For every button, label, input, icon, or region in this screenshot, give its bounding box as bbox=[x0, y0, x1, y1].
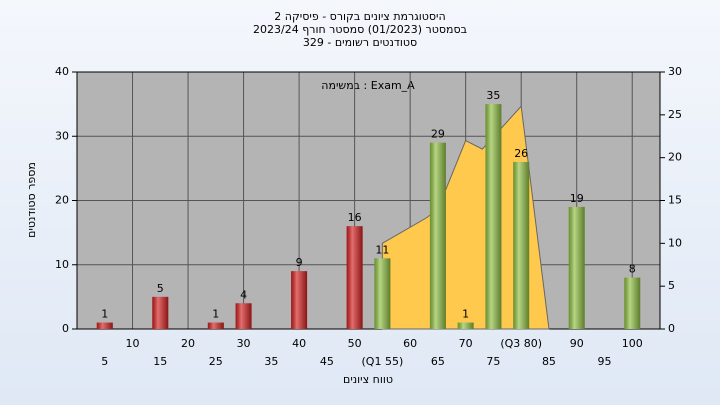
value-label: 29 bbox=[431, 128, 445, 141]
value-label: 16 bbox=[348, 211, 362, 224]
value-label: 1 bbox=[101, 308, 108, 321]
x-tick-label: 5 bbox=[101, 355, 108, 368]
bar-shade bbox=[152, 296, 169, 329]
value-label: 5 bbox=[157, 282, 164, 295]
bar-shade bbox=[429, 142, 446, 329]
x-tick-label: (Q1 55) bbox=[362, 355, 404, 368]
y2-tick-label: 25 bbox=[668, 108, 682, 121]
value-label: 26 bbox=[514, 147, 528, 160]
bar-shade bbox=[96, 322, 113, 329]
y-tick-label: 30 bbox=[55, 129, 69, 142]
bar-shade bbox=[235, 303, 252, 329]
bar-shade bbox=[291, 271, 308, 329]
bar-shade bbox=[624, 277, 641, 329]
y-axis-label: מספר סטודנטים bbox=[25, 162, 38, 238]
x-tick-label: 30 bbox=[237, 337, 251, 350]
x-tick-label: 35 bbox=[264, 355, 278, 368]
x-tick-label: 85 bbox=[542, 355, 556, 368]
y-tick-label: 40 bbox=[55, 65, 69, 78]
y2-tick-label: 0 bbox=[668, 322, 675, 335]
y2-tick-label: 20 bbox=[668, 151, 682, 164]
bar-shade bbox=[568, 206, 585, 329]
area bbox=[381, 105, 550, 330]
bar-shade bbox=[485, 104, 502, 329]
plot-border bbox=[76, 71, 661, 330]
x-axis-label: טווח ציונים bbox=[343, 373, 393, 386]
x-tick-label: 100 bbox=[622, 337, 643, 350]
bar-shade bbox=[513, 161, 530, 329]
bar-shade bbox=[457, 322, 474, 329]
value-label: 11 bbox=[375, 243, 389, 256]
x-tick-label: 15 bbox=[153, 355, 167, 368]
bar-shade bbox=[374, 258, 391, 329]
value-label: 1 bbox=[462, 308, 469, 321]
value-label: 19 bbox=[570, 192, 584, 205]
value-label: 8 bbox=[629, 263, 636, 276]
chart-subtitle: בסמסטר (01/2023) סמסטר חורף 2023/24 bbox=[253, 23, 467, 36]
x-tick-label: 25 bbox=[209, 355, 223, 368]
x-tick-label: 95 bbox=[597, 355, 611, 368]
x-tick-label: 65 bbox=[431, 355, 445, 368]
bar-shade bbox=[346, 226, 363, 329]
x-tick-label: 90 bbox=[570, 337, 584, 350]
x-tick-label: (Q3 80) bbox=[500, 337, 542, 350]
chart-title: היסטוגרמת ציונים בקורס - פיסיקה 2 bbox=[274, 10, 445, 23]
value-label: 35 bbox=[486, 89, 500, 102]
value-label: 9 bbox=[296, 256, 303, 269]
y-tick-label: 20 bbox=[55, 194, 69, 207]
x-tick-label: 45 bbox=[320, 355, 334, 368]
y2-tick-label: 10 bbox=[668, 236, 682, 249]
y2-tick-label: 5 bbox=[668, 279, 675, 292]
x-tick-label: 20 bbox=[181, 337, 195, 350]
value-label: 1 bbox=[212, 308, 219, 321]
annotation: במשימה : Exam_A bbox=[321, 79, 415, 92]
x-tick-label: 70 bbox=[459, 337, 473, 350]
x-tick-label: 75 bbox=[486, 355, 500, 368]
x-tick-label: 60 bbox=[403, 337, 417, 350]
y-tick-label: 10 bbox=[55, 258, 69, 271]
x-tick-label: 50 bbox=[348, 337, 362, 350]
bar-shade bbox=[207, 322, 224, 329]
y2-tick-label: 30 bbox=[668, 65, 682, 78]
chart-subtitle: סטודנטים רשומים - 329 bbox=[303, 36, 417, 49]
y-tick-label: 0 bbox=[62, 322, 69, 335]
value-label: 4 bbox=[240, 288, 247, 301]
x-tick-label: 10 bbox=[126, 337, 140, 350]
x-tick-label: 40 bbox=[292, 337, 306, 350]
y2-tick-label: 15 bbox=[668, 194, 682, 207]
